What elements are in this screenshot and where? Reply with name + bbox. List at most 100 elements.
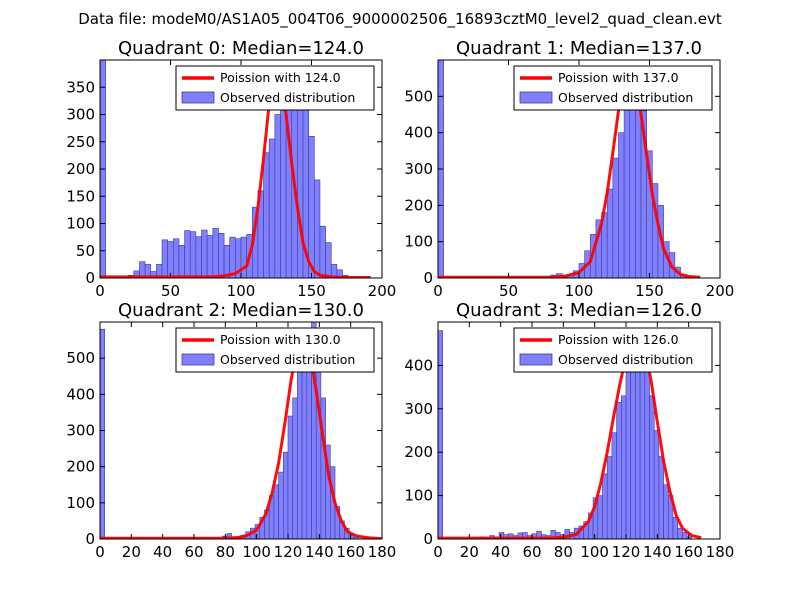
y-tick-label: 0 (423, 269, 433, 287)
histogram-bar (625, 369, 631, 539)
legend-fit-label: Poission with 130.0 (220, 332, 341, 347)
histogram-bar (297, 84, 304, 278)
x-tick-label: 20 (460, 543, 479, 561)
histogram-bar (612, 157, 619, 278)
histogram-bar (273, 484, 279, 539)
legend-fit-label: Poission with 124.0 (220, 70, 341, 85)
x-tick-label: 0 (433, 282, 443, 300)
y-tick-label: 250 (66, 133, 95, 151)
axes-frame (437, 321, 721, 540)
legend-bar-label: Observed distribution (558, 352, 693, 367)
x-tick-label: 200 (706, 282, 735, 300)
x-tick-label: 100 (227, 282, 256, 300)
histogram-bar (184, 230, 191, 278)
legend: Poission with 126.0 Observed distribution (513, 327, 713, 373)
histogram-bar (226, 533, 232, 539)
legend-bar-swatch (519, 353, 553, 366)
legend-bar-swatch (181, 353, 215, 366)
x-tick-label: 180 (368, 543, 397, 561)
x-tick-label: 0 (433, 543, 443, 561)
y-tick-label: 0 (85, 269, 95, 287)
y-tick-label: 400 (66, 385, 95, 403)
histogram-bar (686, 536, 693, 539)
x-tick-label: 0 (95, 282, 105, 300)
histogram-bar (616, 401, 622, 539)
y-tick-label: 150 (66, 187, 95, 205)
y-tick-label: 400 (404, 356, 433, 374)
histogram-bar (292, 397, 298, 539)
histogram-bar (274, 114, 281, 278)
y-tick-label: 200 (66, 160, 95, 178)
panel-quadrant-2: 0 20 40 60 80 100 120 140 160 1800100200300400500… (66, 300, 396, 561)
histogram-bar (623, 85, 631, 278)
histogram-bar (314, 179, 321, 278)
panel-quadrant-3: 0 20 40 60 80 100 120 140 160 1800100200300400Qua… (404, 300, 734, 561)
x-tick-label: 80 (554, 543, 573, 561)
histogram-bar (218, 233, 225, 278)
legend-bar-swatch (181, 91, 215, 104)
x-tick-label: 40 (153, 543, 172, 561)
histogram-bar (620, 395, 627, 539)
legend-bar-label: Observed distribution (558, 90, 693, 105)
histogram-bar (206, 235, 214, 278)
histogram-bar (635, 360, 641, 539)
x-tick-label: 120 (274, 543, 303, 561)
x-tick-label: 40 (491, 543, 510, 561)
y-tick-label: 400 (404, 124, 433, 142)
histogram-bar (195, 236, 202, 278)
histogram-bar (319, 225, 326, 278)
y-tick-label: 300 (66, 106, 95, 124)
y-tick-label: 200 (404, 443, 433, 461)
x-tick-label: 160 (674, 543, 703, 561)
histogram-bar (663, 484, 669, 539)
panel-quadrant-1: 0 50 100 150 200 0 100 200 300 400 500 Quadrant 1: … (404, 38, 734, 300)
legend-fit-label: Poission with 126.0 (558, 332, 679, 347)
y-tick-label: 500 (66, 349, 95, 367)
histogram-bar (325, 242, 332, 278)
histogram-bar (606, 456, 613, 539)
x-tick-label: 60 (522, 543, 541, 561)
x-tick-label: 50 (499, 282, 518, 300)
histogram-bar (297, 365, 303, 539)
y-tick-label: 100 (66, 494, 95, 512)
histogram-bar (201, 229, 208, 278)
x-tick-label: 120 (612, 543, 641, 561)
histogram-bar (223, 245, 231, 278)
y-tick-label: 500 (404, 87, 433, 105)
histogram-bar (178, 245, 185, 278)
histogram-bar (240, 236, 247, 278)
histogram-bar (212, 228, 219, 278)
histogram-bar (597, 495, 603, 539)
histogram-bar (167, 241, 174, 278)
legend: Poission with 130.0 Observed distribution (175, 327, 375, 373)
y-tick-label: 0 (423, 530, 433, 548)
panel-title: Quadrant 1: Median=137.0 (456, 38, 702, 59)
legend: Poission with 124.0 Observed distribution (175, 65, 375, 111)
histogram-bar (630, 347, 636, 539)
x-tick-label: 60 (184, 543, 203, 561)
histogram-bar (602, 473, 608, 539)
x-tick-label: 150 (635, 282, 664, 300)
histogram-bar (229, 236, 236, 278)
y-tick-label: 0 (85, 530, 95, 548)
y-tick-label: 300 (404, 160, 433, 178)
y-tick-label: 300 (66, 422, 95, 440)
x-tick-label: 100 (580, 543, 609, 561)
legend-bar-label: Observed distribution (220, 352, 355, 367)
legend-fit-label: Poission with 137.0 (558, 70, 679, 85)
histogram-bar (682, 532, 688, 539)
x-tick-label: 140 (305, 543, 334, 561)
histogram-bar (100, 328, 105, 539)
histogram-bar (282, 451, 289, 539)
histogram-bar (189, 231, 197, 278)
legend-bar-swatch (519, 91, 553, 104)
y-tick-label: 200 (66, 458, 95, 476)
histogram-bar (278, 471, 284, 539)
y-tick-label: 300 (404, 400, 433, 418)
legend-bar-label: Observed distribution (220, 90, 355, 105)
histogram-bar (649, 395, 655, 539)
panel-title: Quadrant 0: Median=124.0 (118, 38, 364, 59)
x-tick-label: 20 (122, 543, 141, 561)
y-tick-label: 50 (76, 242, 95, 260)
